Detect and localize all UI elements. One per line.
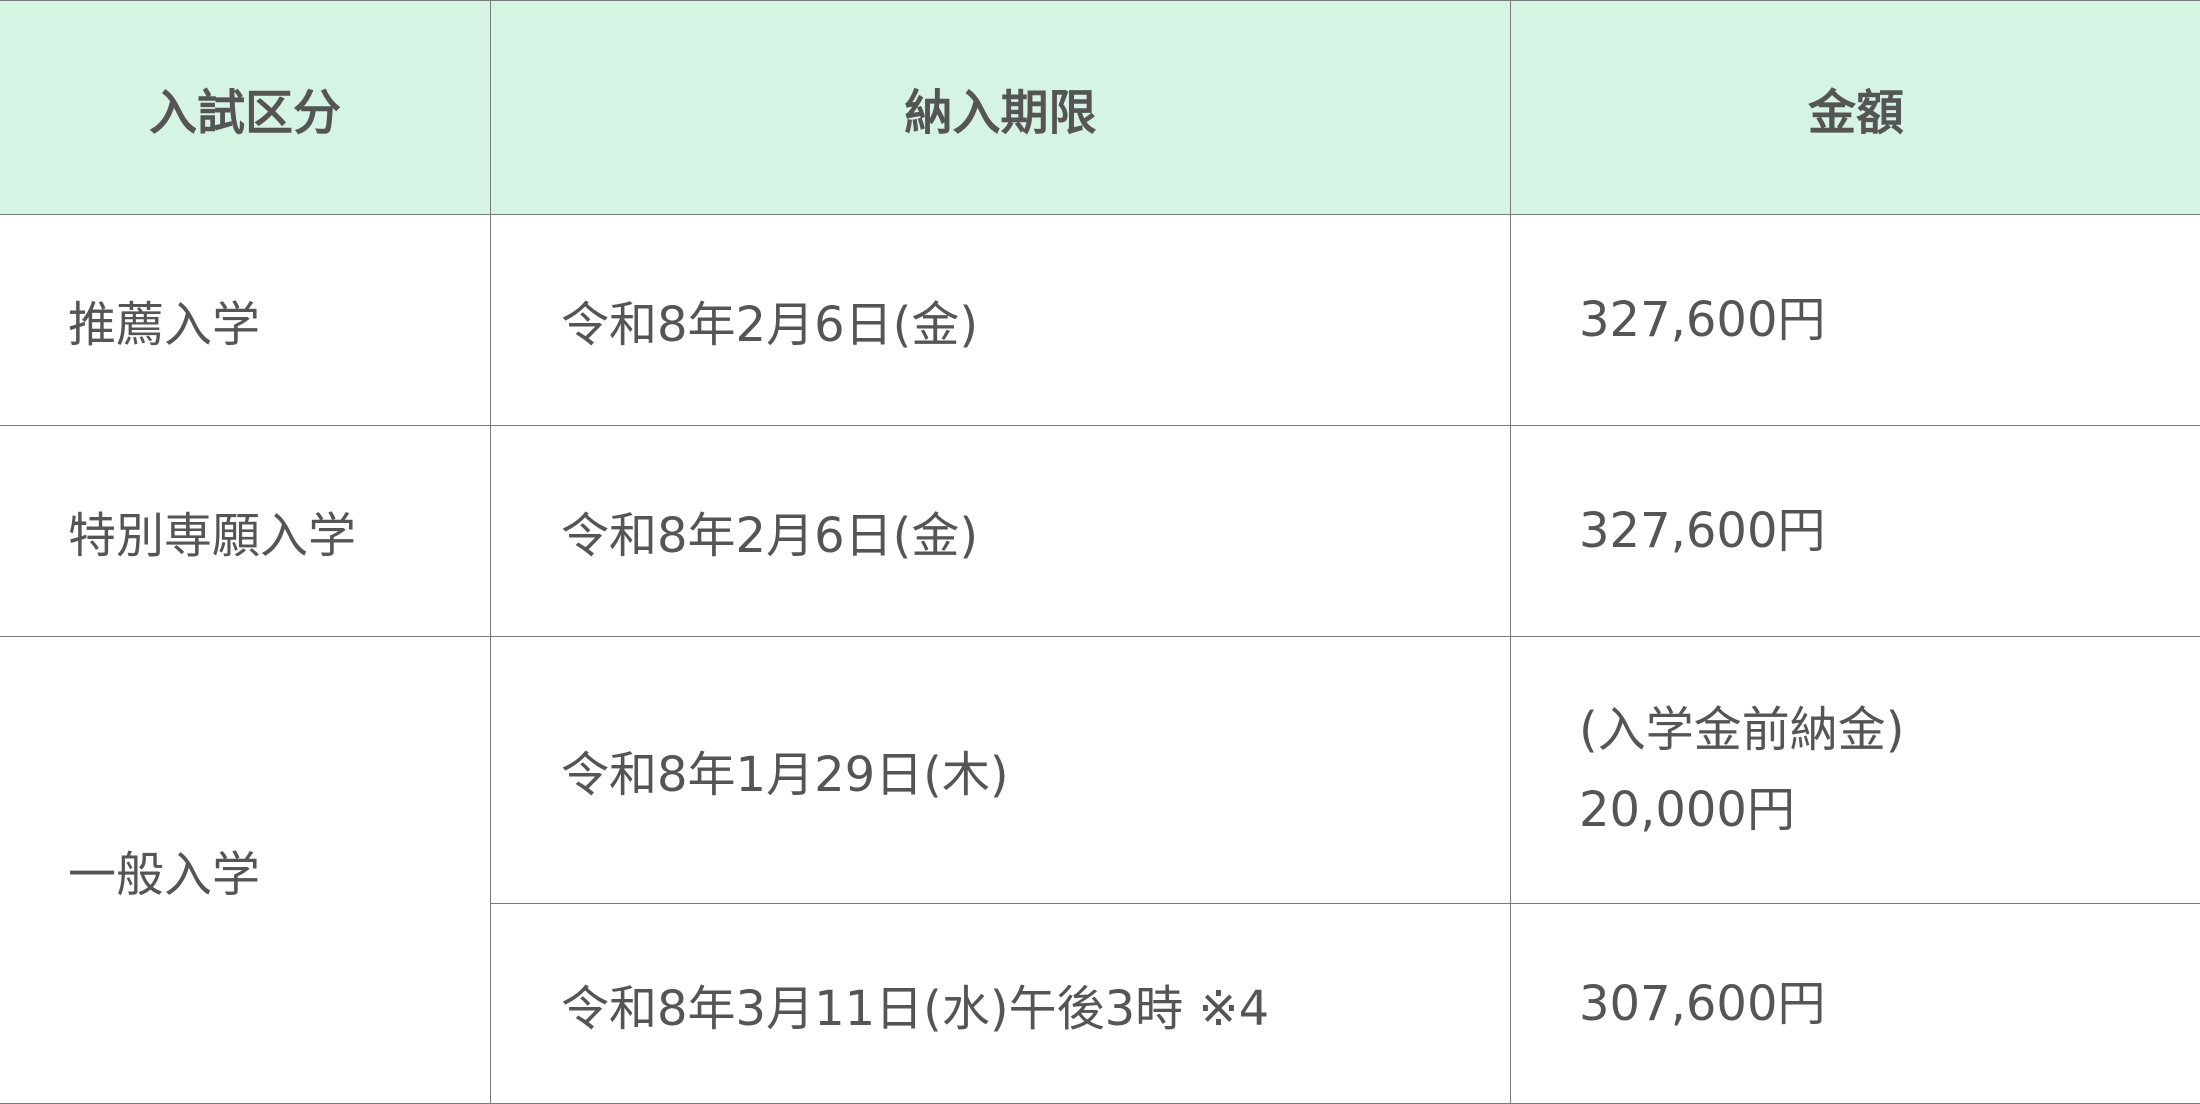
amount-value: 20,000円	[1579, 770, 2200, 850]
table-header-row: 入試区分 納入期限 金額	[0, 1, 2200, 215]
amount-cell: 307,600円	[1511, 904, 2200, 1104]
category-cell: 一般入学	[0, 637, 491, 1104]
table-row: 特別専願入学 令和8年2月6日(金) 327,600円	[0, 426, 2200, 637]
category-cell: 推薦入学	[0, 215, 491, 426]
deadline-cell: 令和8年2月6日(金)	[491, 215, 1511, 426]
table-row: 推薦入学 令和8年2月6日(金) 327,600円	[0, 215, 2200, 426]
table-row: 一般入学 令和8年1月29日(木) (入学金前納金) 20,000円	[0, 637, 2200, 904]
header-amount: 金額	[1511, 1, 2200, 215]
amount-cell: 327,600円	[1511, 215, 2200, 426]
deadline-cell: 令和8年2月6日(金)	[491, 426, 1511, 637]
header-deadline: 納入期限	[491, 1, 1511, 215]
category-cell: 特別専願入学	[0, 426, 491, 637]
deadline-cell: 令和8年1月29日(木)	[491, 637, 1511, 904]
deadline-cell: 令和8年3月11日(水)午後3時 ※4	[491, 904, 1511, 1104]
amount-cell: (入学金前納金) 20,000円	[1511, 637, 2200, 904]
amount-note: (入学金前納金)	[1579, 690, 2200, 770]
amount-cell: 327,600円	[1511, 426, 2200, 637]
header-category: 入試区分	[0, 1, 491, 215]
